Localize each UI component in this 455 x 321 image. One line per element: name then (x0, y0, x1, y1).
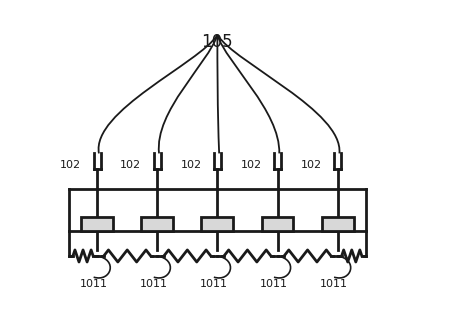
Text: 102: 102 (120, 160, 141, 169)
Text: 102: 102 (300, 160, 321, 169)
Text: 102: 102 (240, 160, 261, 169)
Text: 1011: 1011 (80, 279, 107, 289)
Text: 1011: 1011 (199, 279, 228, 289)
Text: 1011: 1011 (319, 279, 347, 289)
Text: 102: 102 (180, 160, 201, 169)
Text: 1011: 1011 (139, 279, 167, 289)
Bar (81, 217, 113, 231)
Text: 102: 102 (60, 160, 81, 169)
Bar (261, 217, 293, 231)
Text: 105: 105 (201, 33, 233, 51)
Text: 1011: 1011 (259, 279, 288, 289)
Bar (321, 217, 353, 231)
Bar (201, 217, 233, 231)
Bar (141, 217, 173, 231)
